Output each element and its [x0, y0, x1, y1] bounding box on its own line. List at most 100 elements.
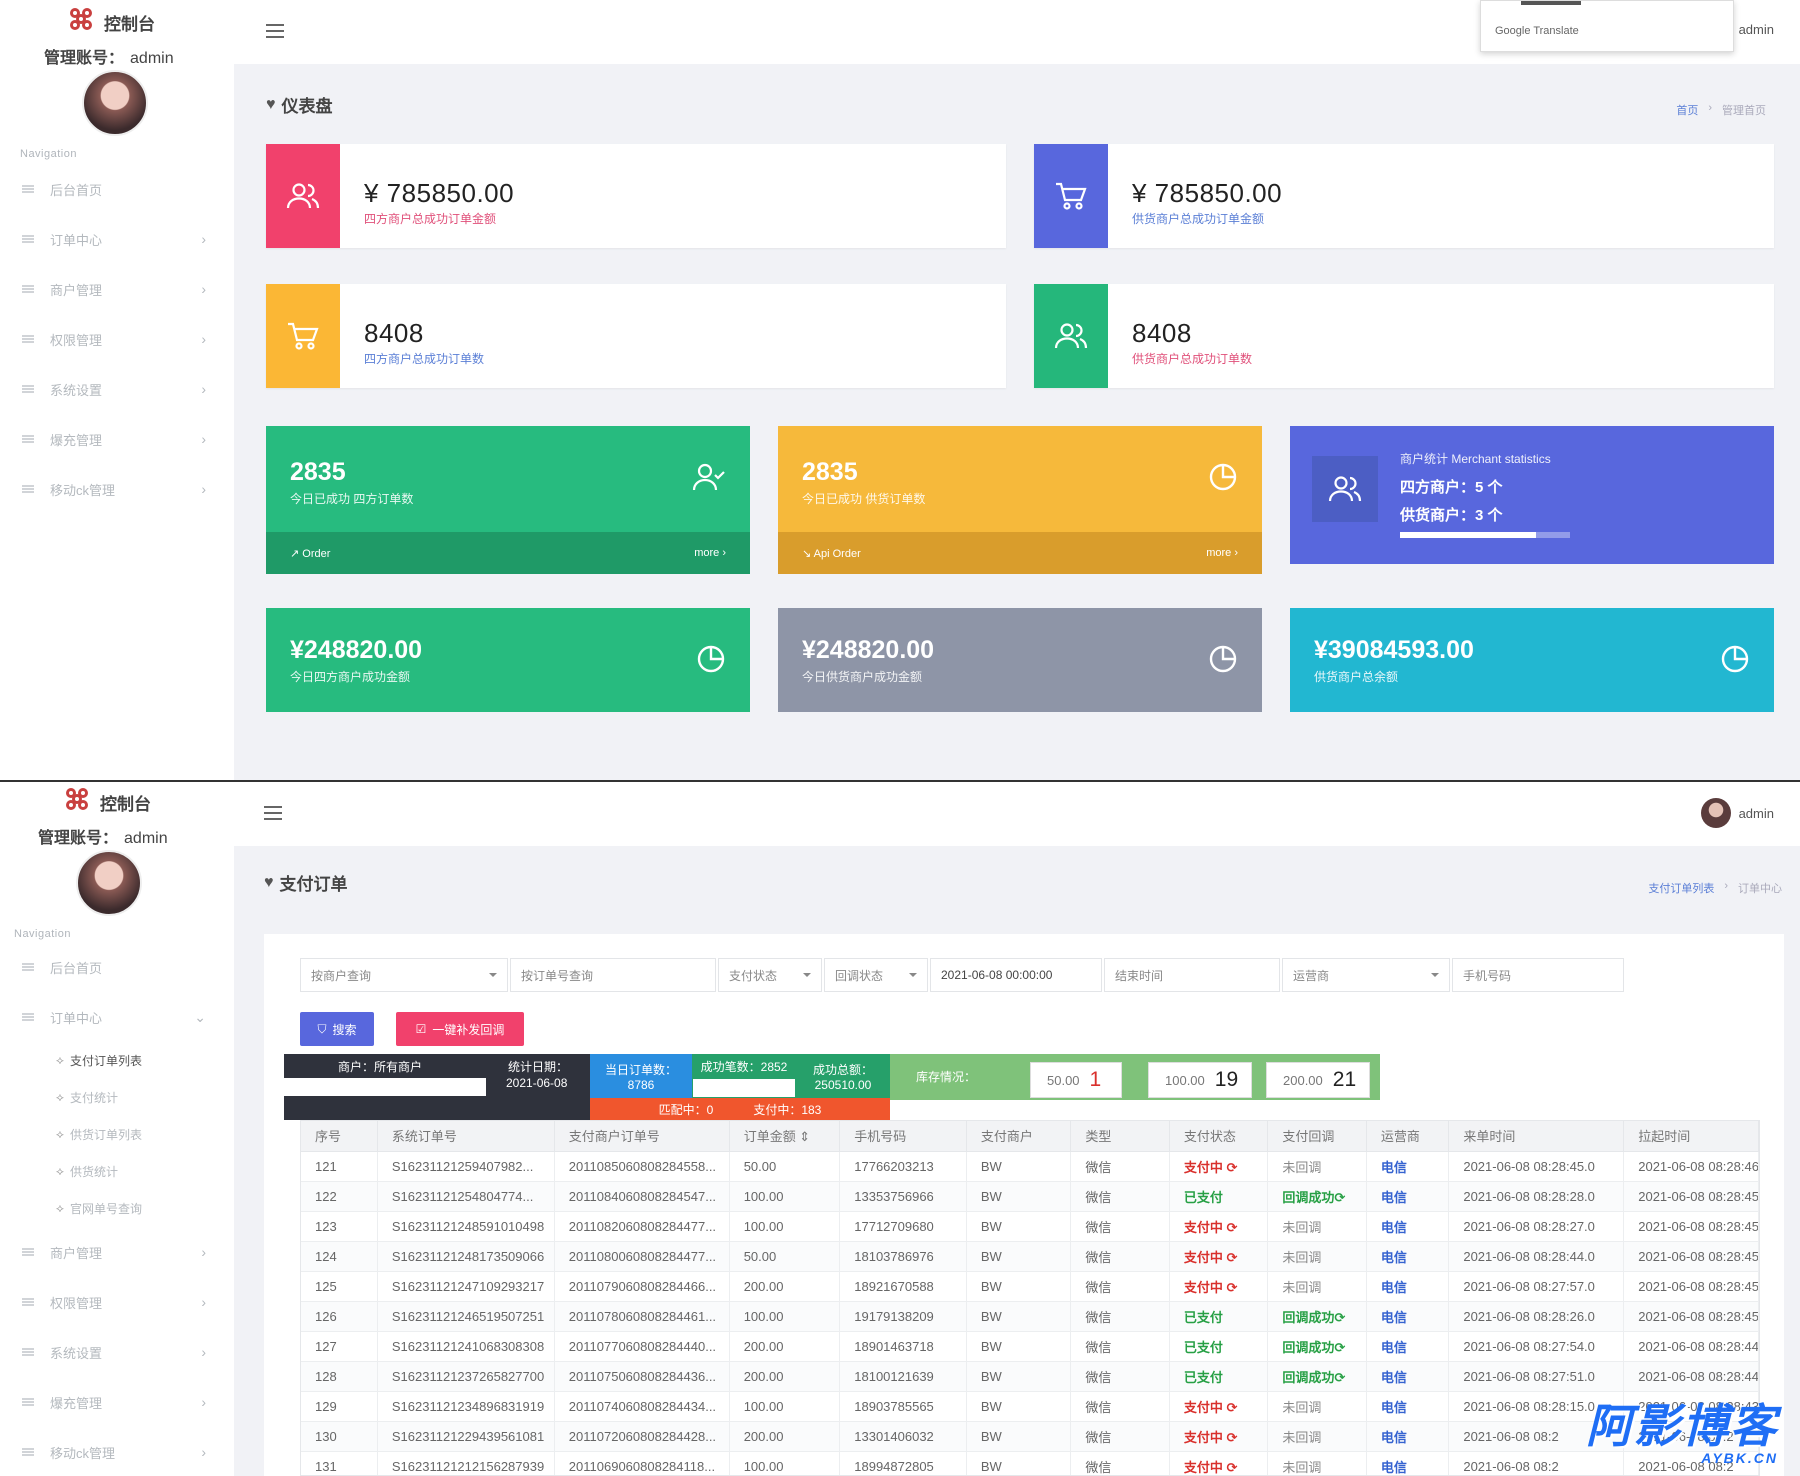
- table-row[interactable]: 124 S16231121248173509066 2011080060808284…: [301, 1241, 1759, 1272]
- column-header[interactable]: 系统订单号: [377, 1121, 555, 1152]
- card-footer[interactable]: ↗ Order more ›: [266, 532, 750, 574]
- table-row[interactable]: 127 S16231121241068308308 2011077060808284…: [301, 1331, 1759, 1362]
- carrier-select[interactable]: 运营商: [1282, 958, 1450, 992]
- column-header[interactable]: 订单金额 ⇕: [729, 1121, 841, 1152]
- stat-amount: ¥ 785850.00: [364, 178, 515, 208]
- table-row[interactable]: 122 S16231121254804774... 2011084060808284…: [301, 1181, 1759, 1212]
- nav-item[interactable]: 订单中心 ›: [0, 214, 234, 264]
- chevron-icon: ›: [201, 481, 206, 497]
- stock-tile: 200.00 21: [1266, 1062, 1370, 1098]
- column-header[interactable]: 拉起时间: [1623, 1121, 1759, 1152]
- money-card[interactable]: ¥248820.00 今日供货商户成功金额: [778, 608, 1262, 712]
- table-cell: 2021-06-08 08:28:15.0: [1448, 1391, 1625, 1422]
- breadcrumb-home[interactable]: 首页: [1676, 105, 1699, 117]
- column-header[interactable]: 支付商户订单号: [554, 1121, 730, 1152]
- table-row[interactable]: 128 S16231121237265827700 2011075060808284…: [301, 1361, 1759, 1392]
- merchant-select[interactable]: 按商户查询: [300, 958, 508, 992]
- table-row[interactable]: 121 S16231121259407982... 2011085060808284…: [301, 1151, 1759, 1182]
- nav-item[interactable]: 订单中心 ⌄: [0, 992, 234, 1042]
- table-row[interactable]: 123 S16231121248591010498 2011082060808284…: [301, 1211, 1759, 1242]
- table-cell: 17766203213: [839, 1151, 967, 1182]
- column-header[interactable]: 来单时间: [1448, 1121, 1625, 1152]
- card-caption: 今日已成功 四方订单数: [290, 492, 414, 506]
- avatar[interactable]: [82, 70, 148, 136]
- search-button[interactable]: ⛉ 搜索: [300, 1012, 374, 1046]
- nav-item[interactable]: 爆充管理 ›: [0, 414, 234, 464]
- list-icon: [22, 335, 34, 343]
- start-time-input[interactable]: 2021-06-08 00:00:00: [930, 958, 1102, 992]
- menu-toggle-icon[interactable]: [266, 24, 284, 38]
- column-header[interactable]: 运营商: [1366, 1121, 1450, 1152]
- nav-sub-item[interactable]: ⟡ 供货订单列表: [0, 1116, 234, 1153]
- nav-item[interactable]: 爆充管理 ›: [0, 1377, 234, 1427]
- money-card[interactable]: ¥248820.00 今日四方商户成功金额: [266, 608, 750, 712]
- table-cell: BW: [966, 1271, 1072, 1302]
- nav-item[interactable]: 权限管理 ›: [0, 1277, 234, 1327]
- logo[interactable]: 控制台: [66, 788, 151, 816]
- top-user[interactable]: admin: [1700, 798, 1774, 828]
- nav-item[interactable]: 系统设置 ›: [0, 364, 234, 414]
- nav-item[interactable]: 移动ck管理 ›: [0, 464, 234, 514]
- table-row[interactable]: 130 S16231121229439561081 2011072060808284…: [301, 1421, 1759, 1452]
- table-row[interactable]: 126 S16231121246519507251 2011078060808284…: [301, 1301, 1759, 1332]
- table-cell: S16231121246519507251: [377, 1301, 555, 1332]
- pie-chart-icon: [1720, 644, 1750, 679]
- column-header[interactable]: 支付回调: [1267, 1121, 1367, 1152]
- column-header[interactable]: 类型: [1070, 1121, 1170, 1152]
- watermark: 阿影博客 AYBK.CN: [1586, 1390, 1778, 1466]
- nav-sub-item[interactable]: ⟡ 官网单号查询: [0, 1190, 234, 1227]
- stat-amount: 8408: [364, 318, 424, 348]
- shield-icon: ⛉: [317, 1021, 327, 1036]
- breadcrumb-home[interactable]: 支付订单列表: [1648, 883, 1715, 895]
- money-caption: 今日供货商户成功金额: [802, 670, 923, 684]
- column-header[interactable]: 手机号码: [839, 1121, 967, 1152]
- stock-unit: 50.00: [1047, 1072, 1080, 1088]
- nav-item-label: 权限管理: [50, 332, 103, 348]
- column-header[interactable]: 支付商户: [966, 1121, 1072, 1152]
- stock-unit: 200.00: [1283, 1072, 1323, 1088]
- order-no-input[interactable]: 按订单号查询: [510, 958, 716, 992]
- nav-item[interactable]: 权限管理 ›: [0, 314, 234, 364]
- callback-status-select[interactable]: 回调状态: [824, 958, 928, 992]
- nav-sub-item[interactable]: ⟡ 支付订单列表: [0, 1042, 234, 1079]
- main-content: ♥ 支付订单 支付订单列表 › 订单中心 按商户查询 按订单号查询 支付状态 回调状态…: [234, 846, 1800, 1476]
- nav-item[interactable]: 移动ck管理 ›: [0, 1427, 234, 1476]
- translate-popup[interactable]: Google Translate: [1480, 0, 1734, 52]
- nav-item[interactable]: 商户管理 ›: [0, 1227, 234, 1277]
- nav-item[interactable]: 后台首页: [0, 942, 234, 992]
- menu-toggle-icon[interactable]: [264, 806, 282, 820]
- more-link[interactable]: more ›: [694, 547, 726, 559]
- more-link[interactable]: more ›: [1206, 547, 1238, 559]
- list-icon: [22, 1248, 34, 1256]
- table-cell: 2021-06-08 08:28:45.0: [1448, 1151, 1625, 1182]
- nav-sub-item[interactable]: ⟡ 供货统计: [0, 1153, 234, 1190]
- column-header[interactable]: 支付状态: [1169, 1121, 1269, 1152]
- nav-item[interactable]: 系统设置 ›: [0, 1327, 234, 1377]
- table-cell: 100.00: [729, 1211, 841, 1242]
- table-cell: 2011069060808284118...: [554, 1451, 730, 1475]
- nav-item-label: 爆充管理: [50, 432, 103, 448]
- table-cell: 回调成功⟳: [1267, 1181, 1367, 1212]
- table-row[interactable]: 129 S16231121234896831919 2011074060808284…: [301, 1391, 1759, 1422]
- today-supply-orders-card[interactable]: 2835 今日已成功 供货订单数 ↘ Api Order more ›: [778, 426, 1262, 574]
- table-row[interactable]: 125 S16231121247109293217 2011079060808284…: [301, 1271, 1759, 1302]
- card-footer[interactable]: ↘ Api Order more ›: [778, 532, 1262, 574]
- pay-status-select[interactable]: 支付状态: [718, 958, 822, 992]
- nav-sub-item[interactable]: ⟡ 支付统计: [0, 1079, 234, 1116]
- end-time-input[interactable]: 结束时间: [1104, 958, 1280, 992]
- money-card[interactable]: ¥39084593.00 供货商户总余额: [1290, 608, 1774, 712]
- nav-item[interactable]: 商户管理 ›: [0, 264, 234, 314]
- table-cell: 电信: [1366, 1391, 1450, 1422]
- column-header[interactable]: 序号: [301, 1121, 378, 1152]
- today-four-orders-card[interactable]: 2835 今日已成功 四方订单数 ↗ Order more ›: [266, 426, 750, 574]
- logo[interactable]: 控制台: [70, 8, 155, 36]
- resend-callback-button[interactable]: ☑ 一键补发回调: [396, 1012, 524, 1046]
- table-cell: 支付中 ⟳: [1169, 1241, 1269, 1272]
- top-user[interactable]: admin: [1739, 22, 1774, 37]
- phone-input[interactable]: 手机号码: [1452, 958, 1624, 992]
- avatar[interactable]: [76, 850, 142, 916]
- nav-item[interactable]: 后台首页: [0, 164, 234, 214]
- table-row[interactable]: 131 S16231121212156287939 2011069060808284…: [301, 1451, 1759, 1475]
- table-cell: S16231121237265827700: [377, 1361, 555, 1392]
- table-cell: 50.00: [729, 1151, 841, 1182]
